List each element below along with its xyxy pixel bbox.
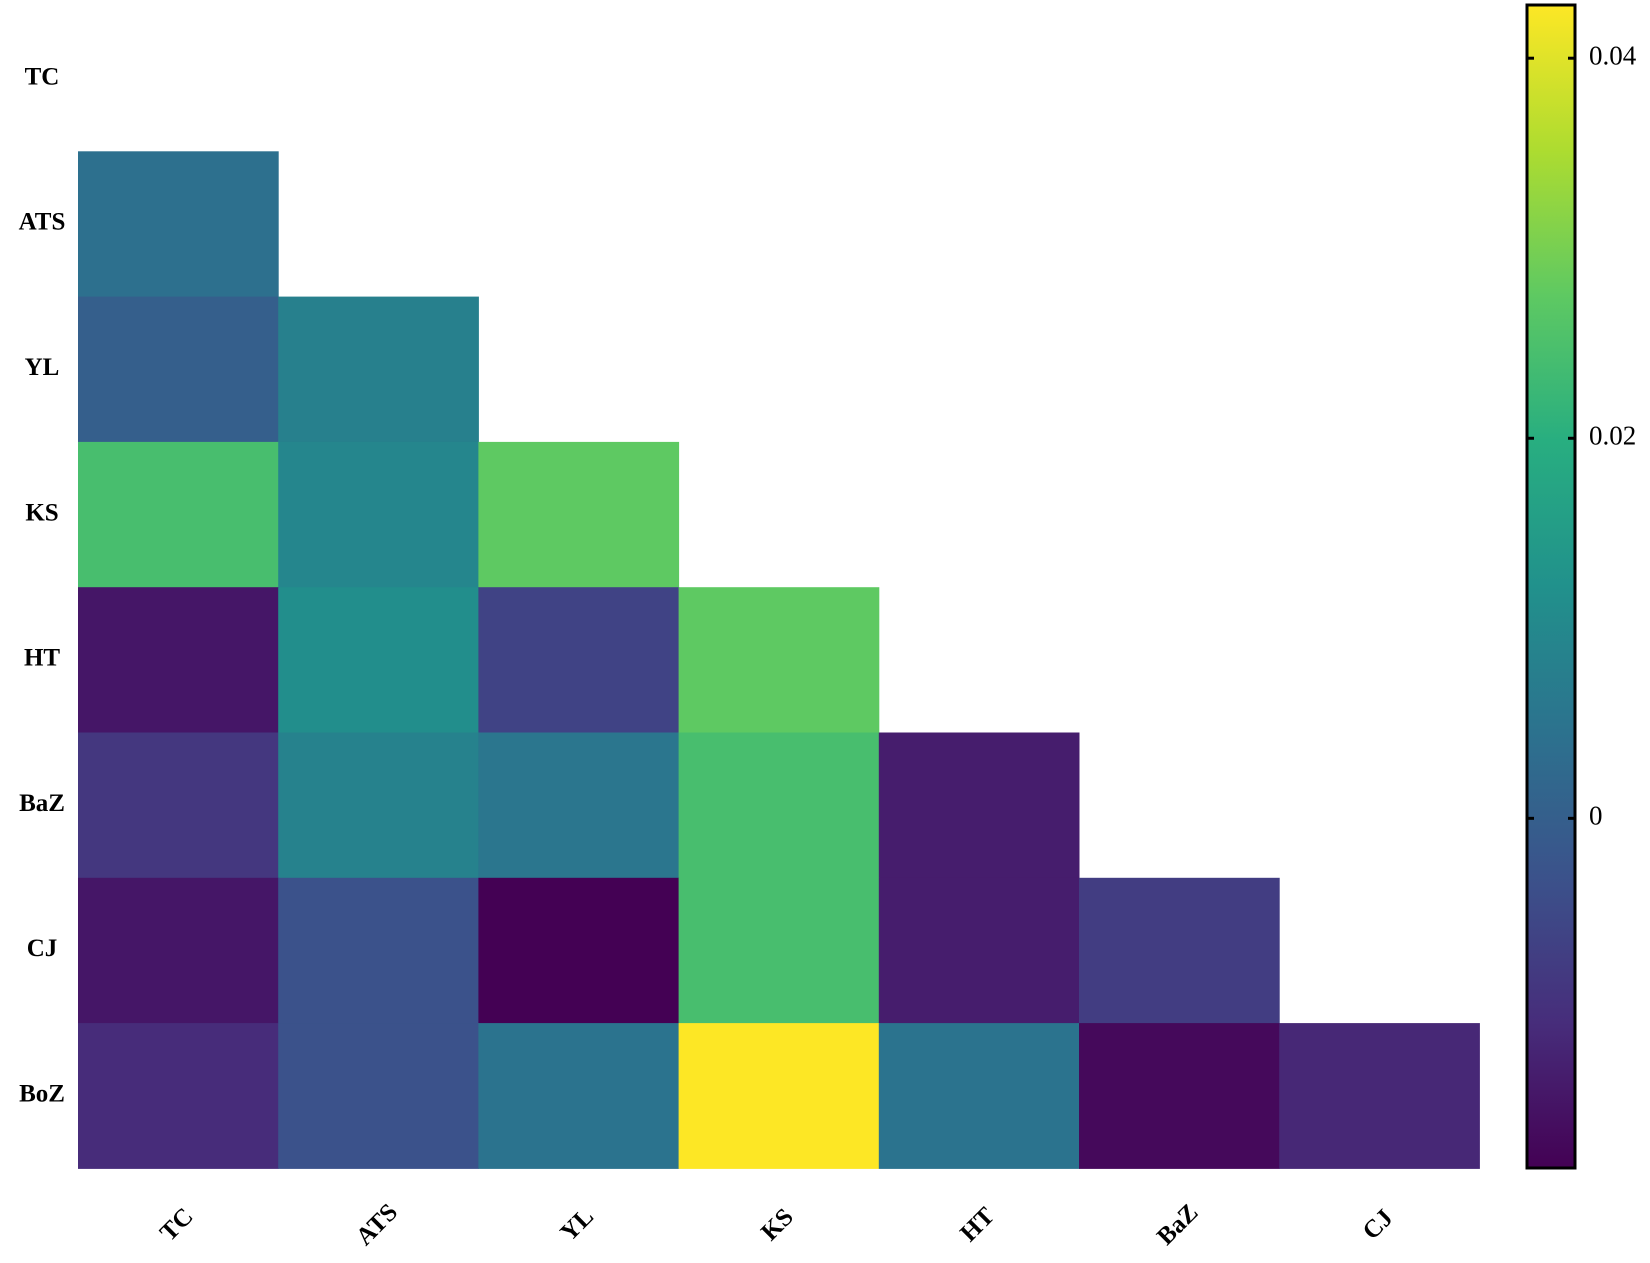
x-tick-label: YL [555,1203,599,1247]
x-tick-label: KS [756,1203,799,1246]
heatmap-cell [478,1023,680,1169]
heatmap-cell [78,732,279,879]
x-tick-label: TC [155,1203,199,1247]
heatmap-cell [278,877,479,1024]
heatmap-cell [878,877,1080,1024]
x-tick-label: CJ [1358,1204,1399,1245]
heatmap-cell [1279,1023,1480,1169]
heatmap-cell [478,587,680,733]
colorbar-tick-label: 0.04 [1589,40,1637,70]
heatmap-cell [478,877,680,1024]
heatmap-cell [278,732,479,879]
heatmap-cell [1079,877,1280,1024]
heatmap-cell [478,732,680,879]
heatmap-cell [278,296,479,443]
x-tick-label: HT [955,1202,1000,1247]
heatmap-cell [878,732,1080,879]
y-tick-label: KS [25,499,58,526]
x-tick-label: BaZ [1152,1199,1204,1251]
heatmap-cell [78,441,279,588]
heatmap-cell [478,441,680,588]
heatmap-cell [278,587,479,733]
heatmap-cell [678,587,880,733]
heatmap-cell [78,151,279,298]
colorbar-tick-label: 0.02 [1589,420,1636,450]
heatmap-cell [1079,1023,1280,1169]
heatmap-cell [78,1023,279,1169]
y-tick-label: YL [25,354,60,381]
y-tick-label: BaZ [19,790,65,817]
y-tick-label: BoZ [19,1080,65,1107]
heatmap [78,151,1480,1169]
heatmap-cell [78,296,279,443]
heatmap-cell [678,877,880,1024]
heatmap-cell [878,1023,1080,1169]
y-tick-label: CJ [27,935,58,962]
y-tick-label: ATS [19,209,66,236]
heatmap-cell [78,587,279,733]
y-tick-label: TC [25,63,60,90]
heatmap-cell [678,1023,880,1169]
heatmap-cell [278,1023,479,1169]
x-tick-label: ATS [351,1199,403,1251]
colorbar-tick-label: 0 [1589,801,1603,831]
heatmap-cell [678,732,880,879]
heatmap-cell [278,441,479,588]
heatmap-cell [78,877,279,1024]
colorbar [1525,3,1577,1170]
y-tick-label: HT [24,645,60,672]
